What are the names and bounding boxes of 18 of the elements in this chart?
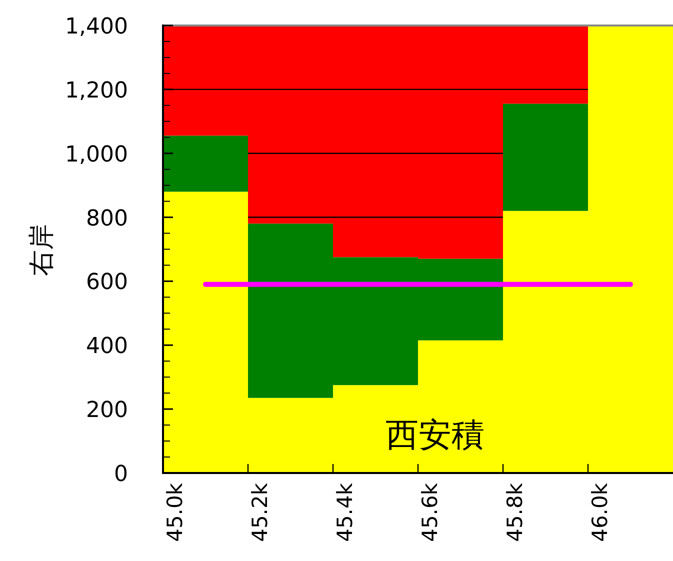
bar	[163, 136, 248, 192]
x-tick-label: 45.0k	[163, 482, 187, 542]
y-tick-label: 1,200	[65, 78, 128, 104]
bar	[503, 104, 588, 211]
y-tick-label: 1,000	[65, 142, 128, 168]
x-tick-label: 45.8k	[503, 482, 527, 542]
y-tick-label: 1,400	[65, 14, 128, 40]
y-tick-label: 800	[86, 206, 128, 232]
x-tick-label: 46.0k	[588, 482, 612, 542]
y-tick-label: 0	[114, 462, 128, 487]
x-tick-label: 45.4k	[333, 482, 357, 542]
y-axis-title: 右岸	[27, 224, 57, 276]
y-tick-label: 200	[86, 398, 128, 424]
annotation: 西安積	[386, 415, 484, 454]
y-tick-label: 600	[86, 270, 128, 296]
x-tick-label: 45.2k	[248, 482, 272, 542]
x-tick-label: 45.6k	[418, 482, 442, 542]
y-tick-label: 400	[86, 334, 128, 360]
